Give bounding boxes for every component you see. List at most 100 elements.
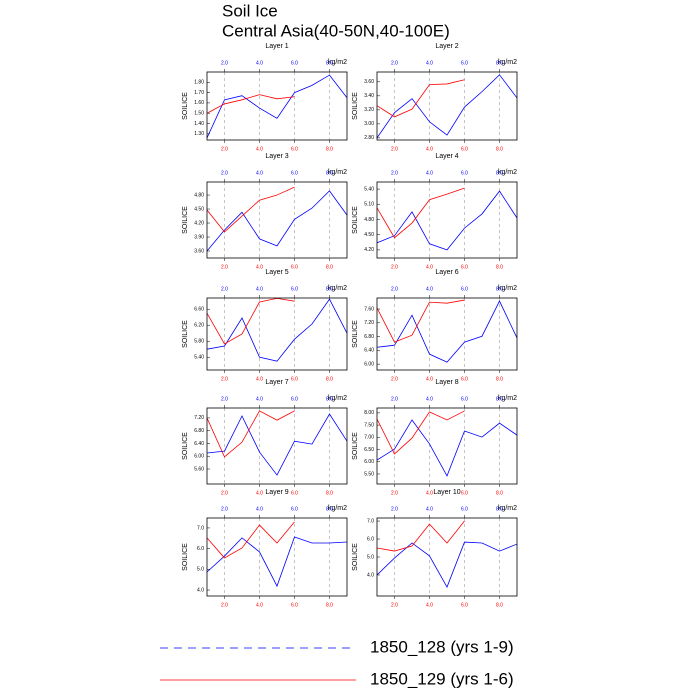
x-tick-label: 8.0: [326, 264, 333, 270]
y-tick-label: 5.0: [197, 567, 204, 573]
y-axis-label: SOILICE: [352, 92, 359, 120]
plot-frame: [206, 181, 348, 259]
x2-tick-label: 8.0: [326, 170, 333, 176]
y-axis-label: SOILICE: [352, 543, 359, 571]
units-label: kg/m2: [328, 505, 347, 512]
y-tick-label: 1.60: [194, 100, 204, 106]
x-tick-label: 8.0: [326, 376, 333, 382]
panel-title: Layer 8: [435, 379, 458, 386]
x-tick-label: 2.0: [391, 264, 398, 270]
x2-tick-label: 2.0: [391, 170, 398, 176]
x2-tick-label: 4.0: [426, 286, 433, 292]
x2-tick-label: 4.0: [256, 506, 263, 512]
y-tick-label: 6.00: [364, 361, 374, 367]
x-tick-label: 6.0: [291, 602, 298, 608]
panel-title: Layer 9: [265, 489, 288, 496]
x2-tick-label: 6.0: [291, 286, 298, 292]
legend-label: 1850_129 (yrs 1-6): [370, 669, 514, 688]
y-axis-label: SOILICE: [182, 320, 189, 348]
x-tick-label: 2.0: [221, 146, 228, 152]
x-tick-label: 4.0: [256, 490, 263, 496]
page-title: Soil Ice: [222, 1, 278, 20]
y-tick-label: 3.20: [364, 107, 374, 113]
x-tick-label: 6.0: [461, 490, 468, 496]
y-tick-label: 1.80: [194, 80, 204, 86]
panel-title: Layer 2: [435, 43, 458, 50]
x-tick-label: 2.0: [221, 602, 228, 608]
x2-tick-label: 8.0: [496, 170, 503, 176]
y-tick-label: 4.20: [194, 220, 204, 226]
x-tick-label: 8.0: [496, 264, 503, 270]
y-tick-label: 4.50: [194, 206, 204, 212]
x-tick-label: 4.0: [256, 146, 263, 152]
y-tick-label: 5.80: [194, 339, 204, 345]
y-tick-label: 5.40: [364, 186, 374, 192]
y-tick-label: 7.00: [364, 435, 374, 441]
panel-title: Layer 4: [435, 153, 458, 160]
x-tick-label: 8.0: [326, 146, 333, 152]
series-line: [376, 79, 465, 118]
x-tick-label: 2.0: [391, 602, 398, 608]
x2-tick-label: 4.0: [256, 60, 263, 66]
x2-tick-label: 8.0: [326, 286, 333, 292]
series-line: [376, 299, 465, 343]
series-line: [206, 74, 348, 139]
x2-tick-label: 6.0: [291, 506, 298, 512]
x-tick-label: 6.0: [461, 146, 468, 152]
y-tick-label: 4.20: [364, 247, 374, 253]
x2-tick-label: 2.0: [391, 286, 398, 292]
x-tick-label: 2.0: [221, 376, 228, 382]
x2-tick-label: 4.0: [426, 396, 433, 402]
x2-tick-label: 6.0: [461, 286, 468, 292]
x-tick-label: 2.0: [221, 264, 228, 270]
y-tick-label: 6.0: [367, 536, 374, 542]
y-tick-label: 1.70: [194, 90, 204, 96]
y-axis-label: SOILICE: [352, 320, 359, 348]
plot-frame: [206, 517, 348, 597]
series-line: [376, 187, 465, 239]
x-tick-label: 2.0: [391, 376, 398, 382]
y-tick-label: 6.40: [194, 441, 204, 447]
units-label: kg/m2: [498, 59, 517, 66]
x2-tick-label: 8.0: [326, 396, 333, 402]
x2-tick-label: 4.0: [426, 170, 433, 176]
x2-tick-label: 8.0: [326, 506, 333, 512]
y-tick-label: 1.40: [194, 121, 204, 127]
x2-tick-label: 2.0: [221, 396, 228, 402]
x2-tick-label: 2.0: [391, 60, 398, 66]
y-axis-label: SOILICE: [352, 206, 359, 234]
units-label: kg/m2: [328, 395, 347, 402]
series-line: [376, 74, 518, 139]
x2-tick-label: 8.0: [326, 60, 333, 66]
y-tick-label: 5.60: [194, 466, 204, 472]
series-line: [376, 190, 518, 251]
x2-tick-label: 6.0: [461, 396, 468, 402]
y-tick-label: 6.80: [194, 428, 204, 434]
x-tick-label: 8.0: [326, 602, 333, 608]
x-tick-label: 6.0: [461, 376, 468, 382]
x2-tick-label: 4.0: [426, 506, 433, 512]
y-tick-label: 7.60: [364, 306, 374, 312]
plot-frame: [376, 297, 518, 371]
y-tick-label: 6.00: [194, 454, 204, 460]
y-tick-label: 7.0: [367, 518, 374, 524]
y-tick-label: 6.0: [197, 546, 204, 552]
series-line: [206, 186, 295, 233]
x-tick-label: 8.0: [496, 490, 503, 496]
x-tick-label: 4.0: [426, 264, 433, 270]
x2-tick-label: 6.0: [461, 506, 468, 512]
x2-tick-label: 4.0: [426, 60, 433, 66]
series-line: [376, 300, 518, 363]
plot-frame: [206, 71, 348, 141]
x2-tick-label: 2.0: [221, 170, 228, 176]
y-axis-label: SOILICE: [182, 92, 189, 120]
x2-tick-label: 2.0: [221, 506, 228, 512]
x2-tick-label: 4.0: [256, 286, 263, 292]
y-tick-label: 3.40: [364, 93, 374, 99]
plot-frame: [376, 407, 518, 485]
units-label: kg/m2: [328, 59, 347, 66]
x-tick-label: 6.0: [461, 602, 468, 608]
series-line: [206, 413, 348, 476]
y-axis-label: SOILICE: [182, 543, 189, 571]
